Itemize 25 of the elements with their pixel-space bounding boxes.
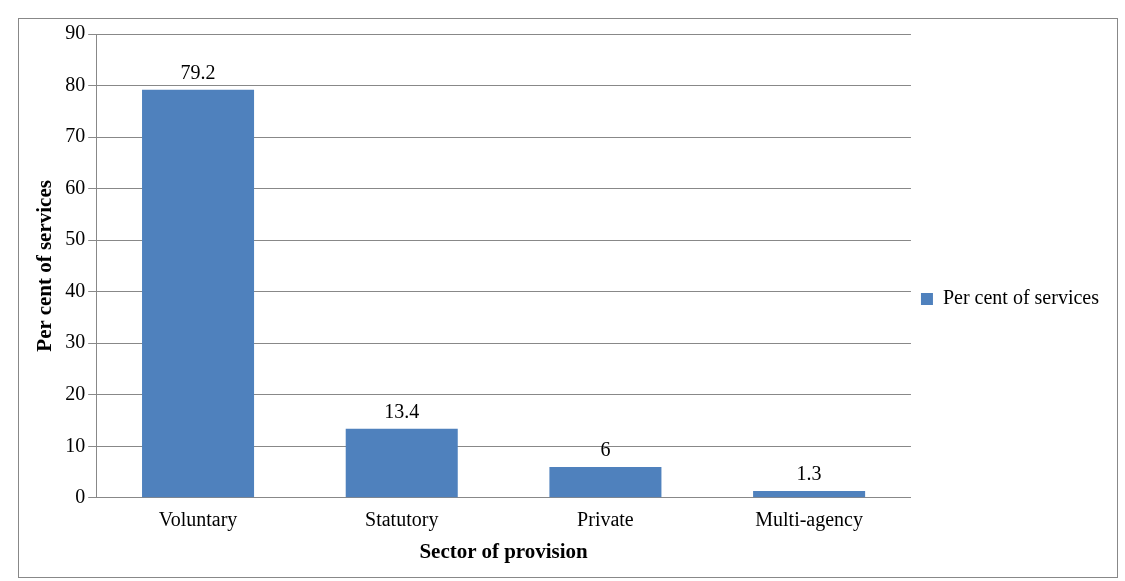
- data-label: 79.2: [180, 60, 216, 83]
- x-tick-label: Voluntary: [158, 508, 238, 532]
- x-axis-title: Sector of provision: [419, 538, 589, 563]
- data-label: 6: [600, 438, 611, 461]
- x-tick-label: Private: [577, 508, 634, 531]
- x-tick-label: Statutory: [365, 508, 439, 532]
- legend-label: Per cent of services: [942, 286, 1100, 309]
- y-tick-label: 20: [65, 381, 86, 404]
- bar: [345, 428, 458, 498]
- y-tick-label: 0: [75, 485, 86, 508]
- y-tick-label: 30: [65, 330, 86, 353]
- bar: [753, 491, 866, 498]
- y-tick-label: 40: [65, 278, 86, 301]
- y-tick-label: 10: [65, 433, 86, 456]
- x-tick-label: Multi-agency: [755, 508, 863, 532]
- data-label: 13.4: [384, 400, 420, 422]
- bar: [142, 89, 255, 498]
- y-tick-label: 90: [65, 21, 86, 44]
- bar: [549, 466, 662, 498]
- y-tick-label: 70: [65, 124, 86, 147]
- y-tick-label: 60: [65, 175, 86, 198]
- data-label: 1.3: [796, 462, 822, 485]
- y-tick-label: 80: [65, 72, 86, 95]
- y-tick-label: 50: [65, 227, 86, 250]
- y-axis-title: Per cent of services: [32, 180, 57, 352]
